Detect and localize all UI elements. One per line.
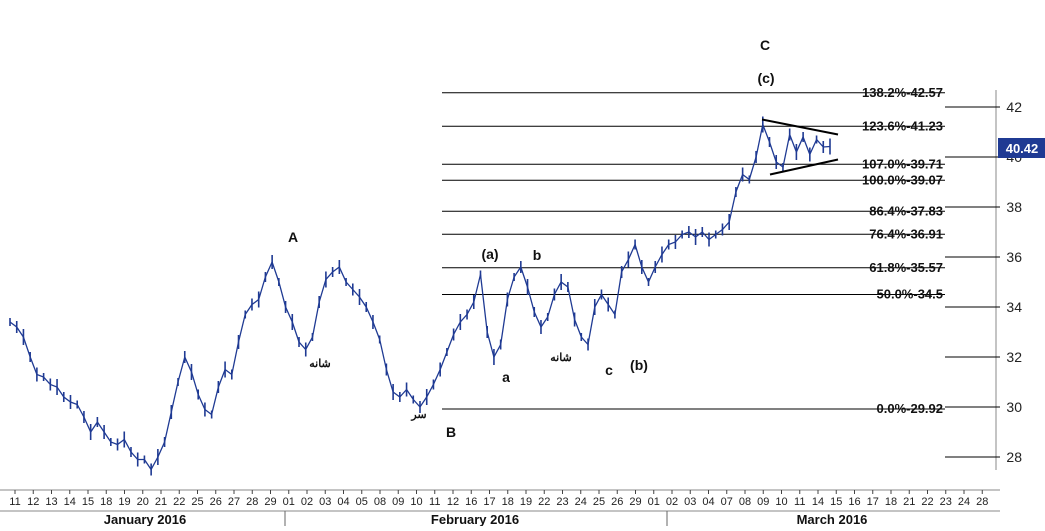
x-tick-label: 11 bbox=[429, 496, 440, 508]
x-tick-label: 17 bbox=[483, 496, 495, 508]
x-tick-label: 18 bbox=[502, 496, 514, 508]
y-tick-label: 36 bbox=[1006, 249, 1022, 265]
wave-label: c bbox=[605, 362, 613, 378]
wave-label: A bbox=[288, 229, 298, 245]
x-tick-label: 26 bbox=[611, 496, 623, 508]
x-tick-label: 20 bbox=[137, 496, 149, 508]
wave-label: (b) bbox=[630, 357, 648, 373]
x-tick-label: 27 bbox=[228, 496, 240, 508]
x-tick-label: 09 bbox=[392, 496, 404, 508]
x-tick-label: 15 bbox=[82, 496, 94, 508]
month-label: January 2016 bbox=[104, 512, 186, 526]
fib-label: 61.8%-35.57 bbox=[869, 260, 943, 275]
x-tick-label: 17 bbox=[867, 496, 879, 508]
x-tick-label: 01 bbox=[283, 496, 295, 508]
x-tick-label: 09 bbox=[757, 496, 769, 508]
month-label: March 2016 bbox=[797, 512, 868, 526]
x-tick-label: 03 bbox=[684, 496, 696, 508]
x-tick-label: 22 bbox=[921, 496, 933, 508]
fib-label: 50.0%-34.5 bbox=[877, 287, 944, 302]
fib-label: 76.4%-36.91 bbox=[869, 226, 943, 241]
y-tick-label: 34 bbox=[1006, 299, 1022, 315]
y-tick-label: 30 bbox=[1006, 399, 1022, 415]
x-tick-label: 05 bbox=[356, 496, 368, 508]
x-tick-label: 21 bbox=[903, 496, 915, 508]
wave-label: C bbox=[760, 37, 770, 53]
fib-label: 100.0%-39.07 bbox=[862, 172, 943, 187]
wave-labels: A B (a) b a c (b) C (c) شانه سر شانه bbox=[288, 37, 775, 440]
fib-label: 0.0%-29.92 bbox=[877, 401, 944, 416]
current-price-label: 40.42 bbox=[1006, 141, 1039, 156]
x-axis: 11 12 13 14 15 18 19 20 21 22 25 26 27 28 29 01 02 03 04 05… bbox=[0, 489, 1000, 527]
x-tick-label: 29 bbox=[264, 496, 276, 508]
triangle-upper-line bbox=[761, 118, 839, 136]
x-tick-label: 03 bbox=[319, 496, 331, 508]
x-tick-label: 19 bbox=[118, 496, 130, 508]
fib-levels: 138.2%-42.57 123.6%-41.23 107.0%-39.71100.… bbox=[442, 85, 945, 416]
x-tick-label: 28 bbox=[976, 496, 988, 508]
triangle-lower-line bbox=[769, 158, 839, 176]
wave-label: a bbox=[502, 369, 510, 385]
x-tick-label: 24 bbox=[958, 496, 970, 508]
price-series bbox=[9, 116, 831, 476]
x-tick-label: 16 bbox=[848, 496, 860, 508]
x-tick-label: 14 bbox=[812, 496, 824, 508]
x-tick-label: 07 bbox=[721, 496, 733, 508]
y-tick-label: 32 bbox=[1006, 349, 1022, 365]
x-tick-label: 08 bbox=[374, 496, 386, 508]
x-tick-label: 24 bbox=[575, 496, 587, 508]
x-tick-label: 15 bbox=[830, 496, 842, 508]
x-tick-label: 04 bbox=[702, 496, 714, 508]
wave-label: B bbox=[446, 424, 456, 440]
x-tick-label: 18 bbox=[885, 496, 897, 508]
x-tick-label: 11 bbox=[9, 496, 20, 508]
fib-label: 107.0%-39.71 bbox=[862, 156, 943, 171]
wave-label: b bbox=[533, 247, 542, 263]
pattern-label: شانه bbox=[309, 358, 331, 370]
x-tick-label: 14 bbox=[64, 496, 76, 508]
y-axis: 2830323436384042 bbox=[945, 90, 1022, 470]
x-tick-label: 04 bbox=[337, 496, 349, 508]
x-tick-label: 23 bbox=[940, 496, 952, 508]
x-tick-label: 22 bbox=[538, 496, 550, 508]
x-tick-label: 02 bbox=[666, 496, 678, 508]
x-tick-label: 21 bbox=[155, 496, 167, 508]
x-tick-label: 16 bbox=[465, 496, 477, 508]
pattern-label: سر bbox=[410, 409, 426, 421]
x-tick-label: 11 bbox=[794, 496, 805, 508]
wave-label: (a) bbox=[481, 246, 498, 262]
x-tick-label: 10 bbox=[410, 496, 422, 508]
fib-label: 86.4%-37.83 bbox=[869, 203, 943, 218]
triangle-pattern bbox=[761, 118, 839, 176]
x-tick-label: 08 bbox=[739, 496, 751, 508]
x-tick-label: 29 bbox=[629, 496, 641, 508]
fib-label: 138.2%-42.57 bbox=[862, 85, 943, 100]
x-tick-label: 26 bbox=[210, 496, 222, 508]
x-tick-label: 18 bbox=[100, 496, 112, 508]
month-label: February 2016 bbox=[431, 512, 519, 526]
x-tick-label: 23 bbox=[556, 496, 568, 508]
x-tick-label: 25 bbox=[593, 496, 605, 508]
x-tick-label: 28 bbox=[246, 496, 258, 508]
x-tick-label: 25 bbox=[191, 496, 203, 508]
x-tick-label: 13 bbox=[45, 496, 57, 508]
y-tick-label: 28 bbox=[1006, 449, 1022, 465]
price-badge-group: 40.42 bbox=[998, 138, 1045, 158]
x-tick-label: 02 bbox=[301, 496, 313, 508]
price-badge bbox=[998, 138, 1045, 158]
wave-label: (c) bbox=[757, 70, 774, 86]
x-tick-label: 12 bbox=[447, 496, 459, 508]
y-tick-label: 38 bbox=[1006, 199, 1022, 215]
fib-label: 123.6%-41.23 bbox=[862, 118, 943, 133]
y-tick-label: 42 bbox=[1006, 99, 1022, 115]
x-tick-label: 10 bbox=[775, 496, 787, 508]
x-tick-label: 19 bbox=[520, 496, 532, 508]
x-tick-label: 22 bbox=[173, 496, 185, 508]
pattern-label: شانه bbox=[550, 352, 572, 364]
x-tick-label: 12 bbox=[27, 496, 39, 508]
x-tick-label: 01 bbox=[648, 496, 660, 508]
